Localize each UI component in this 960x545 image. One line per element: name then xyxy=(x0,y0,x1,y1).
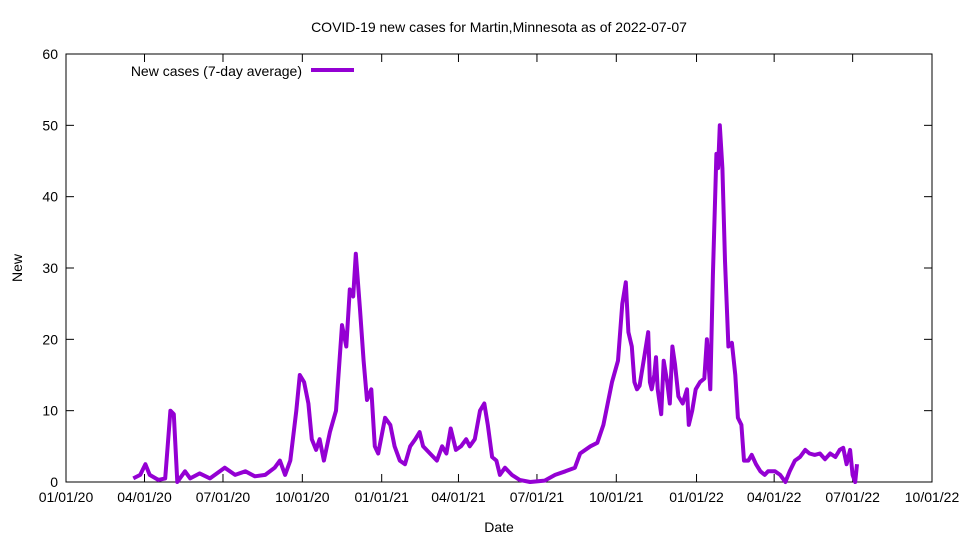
x-tick-label: 04/01/22 xyxy=(747,489,802,505)
x-tick-label: 01/01/20 xyxy=(39,489,94,505)
y-axis-label: New xyxy=(9,253,25,282)
x-axis-label: Date xyxy=(484,519,514,535)
series-line-new-cases xyxy=(132,123,859,484)
x-tick-label: 10/01/22 xyxy=(905,489,960,505)
y-tick-label: 20 xyxy=(42,331,58,347)
y-tick-label: 10 xyxy=(42,403,58,419)
x-tick-label: 10/01/21 xyxy=(589,489,644,505)
x-tick-label: 07/01/21 xyxy=(510,489,565,505)
x-tick-label: 07/01/20 xyxy=(196,489,251,505)
x-tick-label: 01/01/21 xyxy=(354,489,409,505)
y-tick-label: 40 xyxy=(42,189,58,205)
x-tick-label: 07/01/22 xyxy=(825,489,880,505)
x-tick-label: 04/01/21 xyxy=(431,489,486,505)
x-tick-label: 04/01/20 xyxy=(117,489,172,505)
y-tick-label: 50 xyxy=(42,117,58,133)
plot-frame xyxy=(65,53,933,483)
chart-title: COVID-19 new cases for Martin,Minnesota … xyxy=(311,19,687,35)
y-tick-label: 30 xyxy=(42,260,58,276)
y-tick-label: 0 xyxy=(50,474,58,490)
x-tick-label: 10/01/20 xyxy=(275,489,330,505)
legend: New cases (7-day average) xyxy=(131,63,354,79)
y-tick-label: 60 xyxy=(42,46,58,62)
x-tick-label: 01/01/22 xyxy=(669,489,724,505)
legend-label: New cases (7-day average) xyxy=(131,63,302,79)
